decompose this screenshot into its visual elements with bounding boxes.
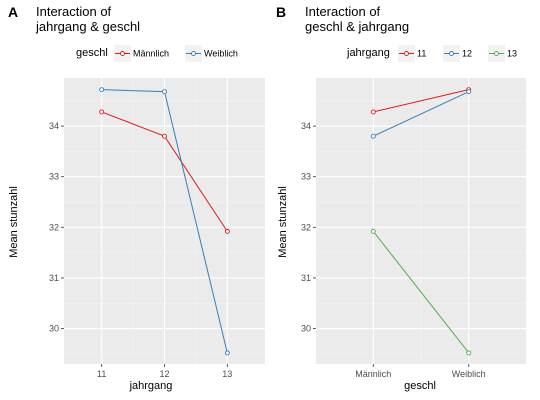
y-tick-label: 30	[301, 324, 311, 334]
chart-title-line-1: Interaction of	[305, 4, 381, 19]
y-tick-label: 32	[301, 222, 311, 232]
legend: geschl Männlich Weiblich	[76, 45, 238, 62]
y-tick-label: 31	[49, 273, 59, 283]
y-tick-label: 34	[49, 121, 59, 131]
x-tick-label: Männlich	[355, 369, 391, 379]
y-tick-label: 30	[49, 324, 59, 334]
data-point	[162, 89, 167, 95]
panel-b: B Interaction of geschl & jahrgang jahrg…	[276, 4, 526, 392]
legend-title: geschl	[76, 47, 108, 59]
x-tick-label: Weiblich	[452, 369, 486, 379]
chart-title-line-2: jahrgang & geschl	[35, 19, 140, 34]
y-tick-label: 31	[301, 273, 311, 283]
legend-key-point	[449, 51, 454, 56]
x-axis-label: jahrgang	[129, 380, 173, 392]
y-axis-label: Mean stunzahl	[8, 186, 20, 258]
legend: jahrgang 11 12 13	[346, 45, 517, 62]
legend-key-point	[191, 51, 196, 56]
series-line	[373, 89, 469, 113]
x-tick-label: 12	[159, 369, 169, 379]
panel-a: A Interaction of jahrgang & geschl gesch…	[8, 4, 265, 392]
data-point	[162, 133, 167, 139]
panel-tag: B	[276, 4, 286, 20]
legend-entry: 11	[417, 49, 426, 59]
x-tick-label: 13	[222, 369, 232, 379]
data-point	[99, 109, 105, 115]
y-tick-label: 33	[49, 172, 59, 182]
x-tick-label: 11	[97, 369, 106, 379]
chart-title-line-2: geschl & jahrgang	[305, 19, 409, 34]
series-line	[372, 231, 470, 354]
series-line	[373, 91, 469, 137]
legend-entry: 12	[462, 49, 472, 59]
legend-key-point	[494, 51, 499, 56]
data-point	[224, 228, 230, 234]
y-tick-label: 34	[301, 121, 311, 131]
x-axis-label: geschl	[404, 380, 436, 392]
data-point	[466, 89, 472, 95]
legend-entry: Männlich	[133, 49, 169, 59]
data-point	[370, 133, 376, 139]
data-point	[466, 350, 472, 356]
data-point	[370, 109, 376, 115]
legend-entry: Weiblich	[204, 49, 238, 59]
plot-area: 30 31 32 33 34 11 12 13	[49, 78, 265, 379]
legend-entry: 13	[507, 49, 517, 59]
y-tick-label: 33	[301, 172, 311, 182]
data-point	[99, 87, 105, 93]
legend-title: jahrgang	[346, 47, 390, 59]
data-point	[370, 228, 376, 234]
chart-title-line-1: Interaction of	[36, 4, 112, 19]
legend-key-point	[120, 51, 125, 56]
legend-key-point	[404, 51, 409, 56]
panel-tag: A	[8, 4, 18, 20]
y-tick-label: 32	[49, 222, 59, 232]
y-axis-label: Mean stunzahl	[277, 186, 289, 258]
data-point	[224, 350, 230, 356]
plot-area: 30 31 32 33 34 Männlich Weiblich	[301, 78, 526, 379]
